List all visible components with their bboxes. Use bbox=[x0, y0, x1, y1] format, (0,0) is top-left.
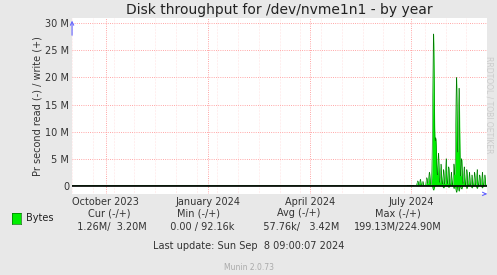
Y-axis label: Pr second read (-) / write (+): Pr second read (-) / write (+) bbox=[32, 36, 42, 176]
Text: 1.26M/  3.20M: 1.26M/ 3.20M bbox=[72, 222, 147, 232]
Text: Max (-/+): Max (-/+) bbox=[375, 208, 420, 218]
Text: Avg (-/+): Avg (-/+) bbox=[276, 208, 320, 218]
Text: RRDTOOL / TOBI OETIKER: RRDTOOL / TOBI OETIKER bbox=[485, 56, 494, 153]
Text: 0.00 / 92.16k: 0.00 / 92.16k bbox=[164, 222, 234, 232]
Text: 57.76k/   3.42M: 57.76k/ 3.42M bbox=[257, 222, 339, 232]
Text: Cur (-/+): Cur (-/+) bbox=[88, 208, 131, 218]
Title: Disk throughput for /dev/nvme1n1 - by year: Disk throughput for /dev/nvme1n1 - by ye… bbox=[126, 3, 433, 17]
Text: Munin 2.0.73: Munin 2.0.73 bbox=[224, 263, 273, 272]
Text: Bytes: Bytes bbox=[26, 213, 54, 223]
Text: Last update: Sun Sep  8 09:00:07 2024: Last update: Sun Sep 8 09:00:07 2024 bbox=[153, 241, 344, 251]
Text: 199.13M/224.90M: 199.13M/224.90M bbox=[354, 222, 441, 232]
Text: Min (-/+): Min (-/+) bbox=[177, 208, 220, 218]
